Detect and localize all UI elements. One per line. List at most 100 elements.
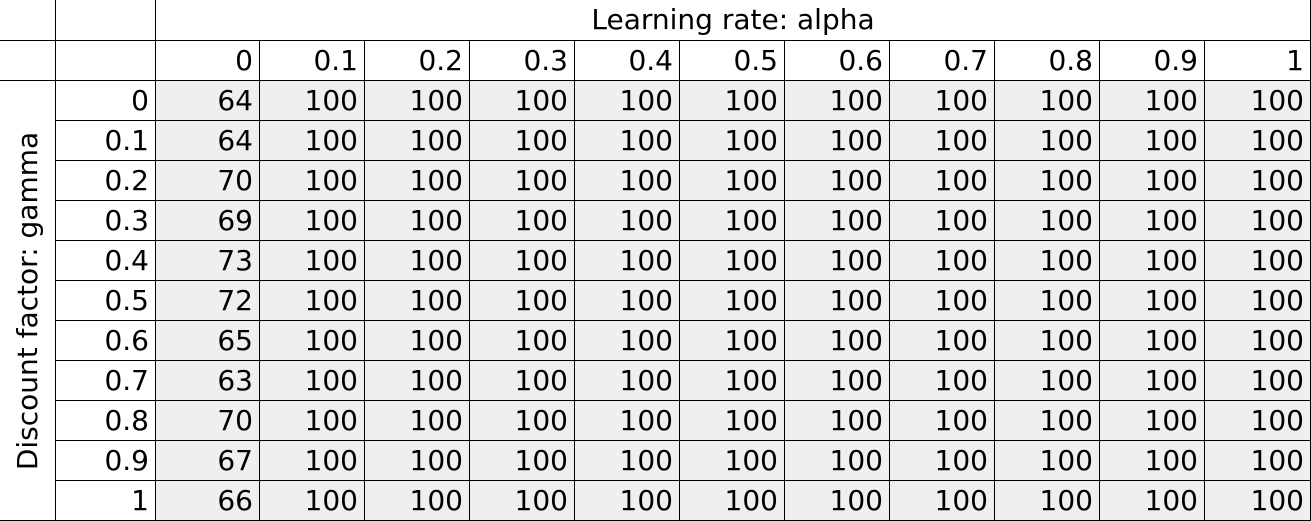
data-cell[interactable]: 100 <box>890 81 995 121</box>
data-cell[interactable]: 100 <box>785 281 890 321</box>
data-cell[interactable]: 100 <box>680 161 785 201</box>
data-cell[interactable]: 100 <box>890 441 995 481</box>
data-cell[interactable]: 100 <box>680 281 785 321</box>
row-header[interactable]: 1 <box>56 481 156 521</box>
data-cell[interactable]: 100 <box>680 321 785 361</box>
data-cell[interactable]: 70 <box>156 161 260 201</box>
data-cell[interactable]: 100 <box>680 201 785 241</box>
data-cell[interactable]: 100 <box>680 361 785 401</box>
data-cell[interactable]: 70 <box>156 401 260 441</box>
data-cell[interactable]: 100 <box>575 201 680 241</box>
data-cell[interactable]: 100 <box>1205 281 1311 321</box>
data-cell[interactable]: 100 <box>1100 201 1205 241</box>
data-cell[interactable]: 100 <box>575 81 680 121</box>
data-cell[interactable]: 100 <box>365 161 470 201</box>
data-cell[interactable]: 100 <box>365 361 470 401</box>
data-cell[interactable]: 100 <box>995 201 1100 241</box>
row-header[interactable]: 0 <box>56 81 156 121</box>
data-cell[interactable]: 100 <box>260 401 365 441</box>
data-cell[interactable]: 100 <box>1100 161 1205 201</box>
data-cell[interactable]: 100 <box>365 481 470 521</box>
data-cell[interactable]: 100 <box>575 241 680 281</box>
data-cell[interactable]: 100 <box>680 401 785 441</box>
row-header[interactable]: 0.9 <box>56 441 156 481</box>
row-header[interactable]: 0.3 <box>56 201 156 241</box>
data-cell[interactable]: 100 <box>1205 361 1311 401</box>
data-cell[interactable]: 100 <box>890 481 995 521</box>
data-cell[interactable]: 100 <box>1100 281 1205 321</box>
data-cell[interactable]: 64 <box>156 81 260 121</box>
corner-cell-top-left[interactable] <box>0 0 56 41</box>
data-cell[interactable]: 100 <box>680 121 785 161</box>
data-cell[interactable]: 100 <box>1100 481 1205 521</box>
data-cell[interactable]: 100 <box>680 441 785 481</box>
column-header[interactable]: 0.5 <box>680 41 785 81</box>
data-cell[interactable]: 100 <box>890 201 995 241</box>
row-header[interactable]: 0.5 <box>56 281 156 321</box>
column-header[interactable]: 0.2 <box>365 41 470 81</box>
data-cell[interactable]: 100 <box>785 361 890 401</box>
data-cell[interactable]: 100 <box>1205 401 1311 441</box>
data-cell[interactable]: 100 <box>470 201 575 241</box>
data-cell[interactable]: 100 <box>680 81 785 121</box>
data-cell[interactable]: 100 <box>785 241 890 281</box>
data-cell[interactable]: 100 <box>1100 401 1205 441</box>
data-cell[interactable]: 100 <box>575 481 680 521</box>
column-header[interactable]: 0.9 <box>1100 41 1205 81</box>
data-cell[interactable]: 100 <box>365 241 470 281</box>
data-cell[interactable]: 100 <box>575 441 680 481</box>
data-cell[interactable]: 100 <box>1100 121 1205 161</box>
data-cell[interactable]: 100 <box>785 121 890 161</box>
data-cell[interactable]: 100 <box>575 281 680 321</box>
data-cell[interactable]: 100 <box>890 121 995 161</box>
data-cell[interactable]: 100 <box>470 481 575 521</box>
data-cell[interactable]: 65 <box>156 321 260 361</box>
column-header[interactable]: 0.7 <box>890 41 995 81</box>
data-cell[interactable]: 100 <box>995 481 1100 521</box>
data-cell[interactable]: 100 <box>1100 81 1205 121</box>
data-cell[interactable]: 100 <box>260 161 365 201</box>
data-cell[interactable]: 100 <box>995 441 1100 481</box>
data-cell[interactable]: 69 <box>156 201 260 241</box>
data-cell[interactable]: 100 <box>1205 441 1311 481</box>
data-cell[interactable]: 100 <box>995 401 1100 441</box>
data-cell[interactable]: 100 <box>365 321 470 361</box>
data-cell[interactable]: 100 <box>995 321 1100 361</box>
data-cell[interactable]: 100 <box>995 361 1100 401</box>
column-header[interactable]: 0.8 <box>995 41 1100 81</box>
row-axis-title-cell[interactable]: Discount factor: gamma <box>0 81 56 521</box>
data-cell[interactable]: 100 <box>1100 441 1205 481</box>
data-cell[interactable]: 100 <box>365 281 470 321</box>
data-cell[interactable]: 100 <box>1205 481 1311 521</box>
data-cell[interactable]: 100 <box>470 241 575 281</box>
corner-cell-header-left[interactable] <box>0 41 56 81</box>
data-cell[interactable]: 100 <box>260 281 365 321</box>
data-cell[interactable]: 100 <box>785 81 890 121</box>
data-cell[interactable]: 100 <box>1205 161 1311 201</box>
corner-cell-top-right[interactable] <box>56 0 156 41</box>
data-cell[interactable]: 100 <box>890 361 995 401</box>
column-header[interactable]: 0.1 <box>260 41 365 81</box>
data-cell[interactable]: 100 <box>470 401 575 441</box>
data-cell[interactable]: 100 <box>1205 201 1311 241</box>
data-cell[interactable]: 100 <box>1205 321 1311 361</box>
data-cell[interactable]: 100 <box>365 441 470 481</box>
data-cell[interactable]: 100 <box>260 241 365 281</box>
row-header[interactable]: 0.2 <box>56 161 156 201</box>
data-cell[interactable]: 100 <box>890 241 995 281</box>
data-cell[interactable]: 100 <box>1100 321 1205 361</box>
data-cell[interactable]: 100 <box>995 281 1100 321</box>
data-cell[interactable]: 100 <box>365 201 470 241</box>
data-cell[interactable]: 100 <box>470 281 575 321</box>
data-cell[interactable]: 64 <box>156 121 260 161</box>
data-cell[interactable]: 100 <box>260 201 365 241</box>
row-header[interactable]: 0.4 <box>56 241 156 281</box>
data-cell[interactable]: 100 <box>995 81 1100 121</box>
column-axis-title[interactable]: Learning rate: alpha <box>156 0 1311 41</box>
data-cell[interactable]: 100 <box>260 81 365 121</box>
row-header[interactable]: 0.6 <box>56 321 156 361</box>
data-cell[interactable]: 100 <box>785 401 890 441</box>
data-cell[interactable]: 100 <box>995 241 1100 281</box>
data-cell[interactable]: 100 <box>785 481 890 521</box>
data-cell[interactable]: 100 <box>365 121 470 161</box>
